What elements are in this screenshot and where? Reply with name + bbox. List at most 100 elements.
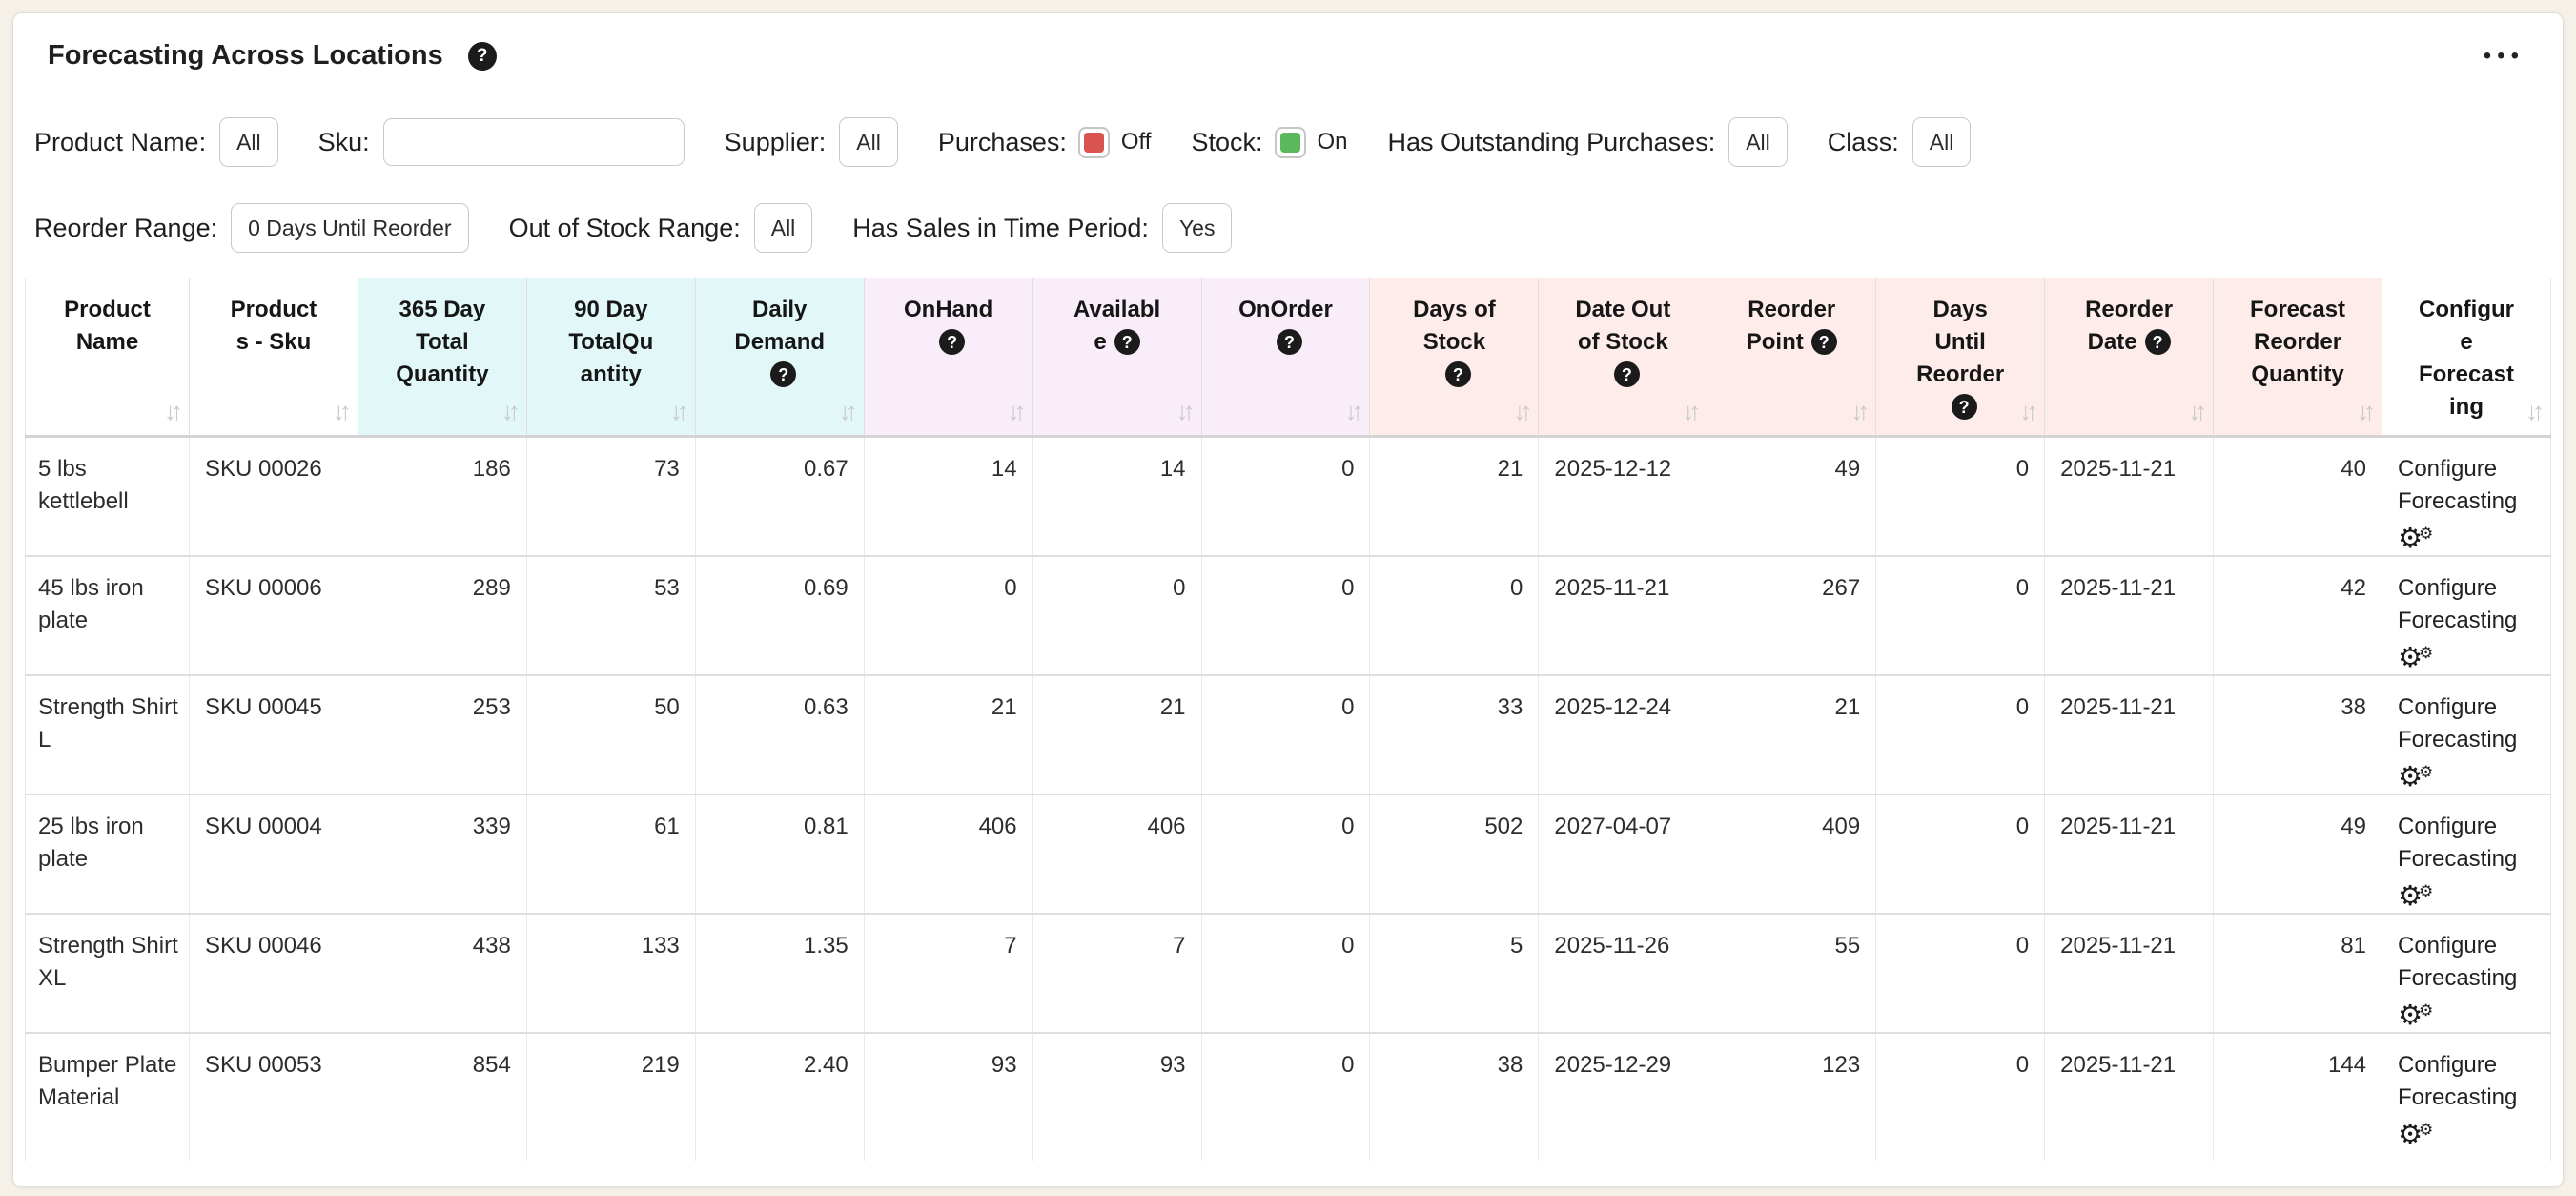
help-icon[interactable]: ? [939, 329, 966, 355]
cell-daily-demand: 0.81 [694, 794, 865, 914]
help-icon[interactable]: ? [1114, 329, 1140, 355]
gears-icon: ⚙⚙ [2397, 880, 2434, 912]
has-sales-in-time-period-filter-button[interactable]: Yes [1161, 203, 1233, 253]
cell-forecast-reorder-quantity: 38 [2213, 674, 2382, 794]
cell-sku: SKU 00026 [189, 436, 358, 556]
help-icon[interactable]: ? [770, 361, 797, 387]
sort-icon: ↓↑ [2356, 397, 2376, 425]
column-header-available[interactable]: Availabl e? ↓↑ [1032, 278, 1202, 437]
cell-days-until-reorder: 0 [1875, 913, 2045, 1033]
configure-forecasting-label: Configure Forecasting [2397, 456, 2518, 514]
filter-class: Class: All [1828, 117, 1972, 167]
cell-product-name: 5 lbs kettlebell [38, 456, 129, 514]
stock-toggle-checkbox[interactable] [1274, 126, 1306, 158]
column-header-product-name[interactable]: Product Name ↓↑ [26, 278, 190, 437]
cell-sku: SKU 00045 [189, 674, 358, 794]
configure-forecasting-link[interactable]: Configure Forecasting ⚙⚙ [2398, 811, 2535, 911]
column-header-days-until-reorder[interactable]: Days Until Reorder ? ↓↑ [1875, 278, 2045, 437]
cell-forecast-reorder-quantity: 81 [2213, 913, 2382, 1033]
cell-daily-demand: 0.67 [694, 436, 865, 556]
configure-forecasting-link[interactable]: Configure Forecasting ⚙⚙ [2398, 930, 2535, 1030]
sort-icon: ↓↑ [1344, 397, 1363, 425]
gears-icon: ⚙⚙ [2397, 1119, 2434, 1150]
help-icon[interactable]: ? [1951, 394, 1977, 420]
purchases-label: Purchases: [937, 127, 1067, 156]
cell-configure-forecasting: Configure Forecasting ⚙⚙ [2381, 555, 2551, 675]
cell-available: 0 [1032, 555, 1202, 675]
configure-forecasting-label: Configure Forecasting [2397, 1051, 2518, 1110]
column-header-onorder[interactable]: OnOrder ? ↓↑ [1200, 278, 1370, 437]
column-header-date-out-of-stock[interactable]: Date Out of Stock ? ↓↑ [1538, 278, 1707, 437]
gears-icon: ⚙⚙ [2397, 761, 2434, 793]
cell-configure-forecasting: Configure Forecasting ⚙⚙ [2381, 913, 2551, 1033]
out-of-stock-range-filter-button[interactable]: All [753, 203, 813, 253]
product-name-filter-button[interactable]: All [219, 117, 278, 167]
sku-input[interactable] [382, 118, 685, 166]
help-icon[interactable]: ? [1613, 361, 1640, 387]
cell-date-out-of-stock: 2025-12-12 [1538, 436, 1707, 556]
cell-days-of-stock: 38 [1369, 1032, 1539, 1161]
forecasting-card: Forecasting Across Locations ? ••• Produ… [12, 12, 2564, 1187]
cell-365-day-total: 854 [357, 1032, 527, 1161]
class-filter-button[interactable]: All [1912, 117, 1972, 167]
cell-product-name: Bumper Plate Material [38, 1051, 177, 1110]
purchases-toggle-checkbox[interactable] [1077, 126, 1110, 158]
sort-icon: ↓↑ [1850, 397, 1870, 425]
column-label: 365 Day Total Quantity [396, 297, 489, 387]
sort-icon: ↓↑ [332, 397, 352, 425]
table-row: Bumper Plate Material SKU 00053 854 219 … [25, 1032, 2551, 1161]
cell-reorder-point: 267 [1707, 555, 1876, 675]
reorder-range-filter-button[interactable]: 0 Days Until Reorder [231, 203, 469, 253]
table-row: Strength Shirt XL SKU 00046 438 133 1.35… [25, 913, 2551, 1033]
cell-reorder-date: 2025-11-21 [2044, 1032, 2214, 1161]
column-header-forecast-reorder-quantity[interactable]: Forecast Reorder Quantity ↓↑ [2213, 278, 2382, 437]
configure-forecasting-link[interactable]: Configure Forecasting ⚙⚙ [2398, 572, 2535, 672]
cell-reorder-date: 2025-11-21 [2044, 794, 2214, 914]
configure-forecasting-link[interactable]: Configure Forecasting ⚙⚙ [2398, 453, 2535, 553]
help-icon[interactable]: ? [1276, 329, 1302, 355]
configure-forecasting-link[interactable]: Configure Forecasting ⚙⚙ [2398, 691, 2535, 792]
column-header-onhand[interactable]: OnHand ? ↓↑ [863, 278, 1033, 437]
cell-available: 7 [1032, 913, 1202, 1033]
cell-days-of-stock: 502 [1369, 794, 1539, 914]
column-header-90-day-total-quantity[interactable]: 90 Day TotalQu antity ↓↑ [525, 278, 696, 437]
column-header-365-day-total-quantity[interactable]: 365 Day Total Quantity ↓↑ [357, 278, 527, 437]
cell-reorder-date: 2025-11-21 [2044, 436, 2214, 556]
column-label: OnOrder [1238, 297, 1333, 322]
sort-icon: ↓↑ [1007, 397, 1027, 425]
cell-forecast-reorder-quantity: 42 [2213, 555, 2382, 675]
column-label: Product s - Sku [230, 297, 317, 355]
column-header-configure-forecasting[interactable]: Configur e Forecast ing ↓↑ [2381, 278, 2551, 437]
column-header-days-of-stock[interactable]: Days of Stock ? ↓↑ [1369, 278, 1539, 437]
has-outstanding-purchases-label: Has Outstanding Purchases: [1387, 127, 1716, 156]
column-header-reorder-date[interactable]: Reorder Date? ↓↑ [2044, 278, 2214, 437]
cell-onorder: 0 [1200, 674, 1370, 794]
cell-reorder-date: 2025-11-21 [2044, 555, 2214, 675]
purchases-state: Off [1120, 129, 1152, 155]
supplier-filter-button[interactable]: All [839, 117, 898, 167]
cell-90-day-total: 219 [525, 1032, 696, 1161]
stock-toggle-fill [1279, 132, 1300, 153]
cell-reorder-date: 2025-11-21 [2044, 913, 2214, 1033]
column-label: OnHand [903, 297, 993, 322]
cell-days-until-reorder: 0 [1875, 555, 2045, 675]
help-icon[interactable]: ? [467, 41, 497, 71]
overflow-menu-button[interactable]: ••• [2483, 42, 2525, 69]
cell-sku: SKU 00004 [189, 794, 358, 914]
column-header-daily-demand[interactable]: Daily Demand ? ↓↑ [694, 278, 865, 437]
column-header-reorder-point[interactable]: Reorder Point? ↓↑ [1707, 278, 1876, 437]
cell-onhand: 7 [863, 913, 1033, 1033]
help-icon[interactable]: ? [1810, 329, 1837, 355]
filter-reorder-range: Reorder Range: 0 Days Until Reorder [34, 203, 469, 253]
cell-configure-forecasting: Configure Forecasting ⚙⚙ [2381, 436, 2551, 556]
cell-onorder: 0 [1200, 913, 1370, 1033]
column-header-products-sku[interactable]: Product s - Sku ↓↑ [189, 278, 358, 437]
has-outstanding-purchases-filter-button[interactable]: All [1728, 117, 1788, 167]
gears-icon: ⚙⚙ [2397, 1000, 2434, 1031]
sort-icon: ↓↑ [2525, 397, 2545, 425]
cell-configure-forecasting: Configure Forecasting ⚙⚙ [2381, 1032, 2551, 1161]
help-icon[interactable]: ? [1444, 361, 1471, 387]
table-row: 25 lbs iron plate SKU 00004 339 61 0.81 … [25, 794, 2551, 914]
configure-forecasting-link[interactable]: Configure Forecasting ⚙⚙ [2398, 1049, 2535, 1149]
help-icon[interactable]: ? [2144, 329, 2171, 355]
